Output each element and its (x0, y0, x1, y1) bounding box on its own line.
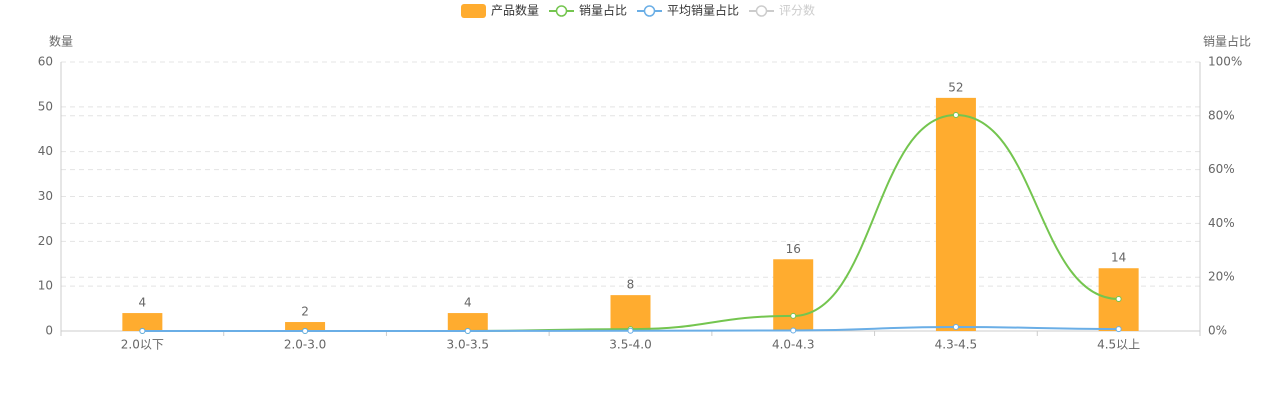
y2-tick-label: 0% (1208, 324, 1227, 338)
bar-value-label: 52 (948, 80, 963, 94)
bar (285, 322, 326, 331)
bar (935, 97, 976, 331)
line-point (952, 323, 959, 330)
bar-value-label: 4 (464, 296, 472, 310)
bar-value-label: 14 (1111, 251, 1126, 265)
y2-tick-label: 80% (1208, 108, 1235, 122)
y2-tick-label: 20% (1208, 270, 1235, 284)
line-point (302, 328, 309, 334)
y-tick-label: 60 (38, 55, 53, 69)
x-tick-label: 4.0-4.3 (772, 338, 815, 352)
y-tick-label: 0 (45, 324, 53, 338)
y-tick-label: 10 (38, 279, 53, 293)
y2-tick-label: 100% (1208, 55, 1242, 69)
y2-tick-label: 60% (1208, 162, 1235, 176)
bar-value-label: 2 (301, 305, 309, 319)
legend-swatch (643, 5, 656, 17)
line-point (952, 111, 959, 118)
legend-swatch (555, 5, 568, 17)
x-tick-label: 3.0-3.5 (447, 338, 490, 352)
x-tick-label: 4.3-4.5 (935, 338, 978, 352)
bar-value-label: 4 (139, 296, 147, 310)
x-tick-label: 2.0以下 (121, 338, 164, 352)
x-tick-label: 2.0-3.0 (284, 338, 327, 352)
legend-swatch (755, 5, 768, 17)
y2-axis-label: 销量占比 (1203, 34, 1251, 49)
y-tick-label: 30 (38, 189, 53, 203)
bar (610, 295, 651, 331)
y-tick-label: 20 (38, 234, 53, 248)
line-point (139, 328, 146, 334)
legend-label: 平均销量占比 (667, 3, 739, 18)
legend-label: 评分数 (779, 3, 815, 18)
line-point (627, 327, 634, 334)
y-axis-label: 数量 (49, 34, 73, 49)
line-point (790, 327, 797, 334)
bar (447, 313, 488, 331)
line-point (790, 312, 797, 319)
x-tick-label: 4.5以上 (1097, 338, 1140, 352)
legend-label: 销量占比 (579, 3, 627, 18)
line-point (464, 328, 471, 334)
bar-value-label: 16 (786, 242, 801, 256)
legend-swatch (461, 4, 486, 18)
legend-label: 产品数量 (491, 3, 539, 18)
line-point (1115, 326, 1122, 333)
x-tick-label: 3.5-4.0 (609, 338, 652, 352)
y2-tick-label: 40% (1208, 216, 1235, 230)
bar-value-label: 8 (627, 278, 635, 292)
y-tick-label: 50 (38, 99, 53, 113)
y-tick-label: 40 (38, 144, 53, 158)
bar (773, 259, 814, 331)
bar (122, 313, 163, 331)
line-point (1115, 295, 1122, 302)
